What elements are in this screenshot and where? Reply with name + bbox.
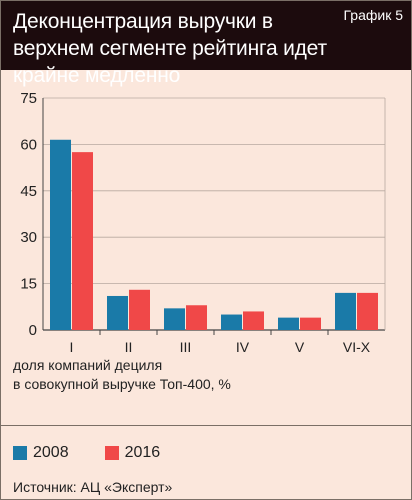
gridlines <box>42 97 386 331</box>
bar-2016-IV <box>243 311 264 330</box>
divider <box>1 425 411 426</box>
x-tick-label: III <box>180 339 192 355</box>
bar-2016-I <box>72 152 93 330</box>
bar-2008-II <box>107 295 128 330</box>
bar-2008-V <box>278 317 299 330</box>
chart-number-tag: График 5 <box>343 7 403 23</box>
legend: 2008 2016 <box>13 444 196 462</box>
source-note: Источник: АЦ «Эксперт» <box>13 479 173 495</box>
x-tick-label: V <box>295 339 305 355</box>
bar-2008-III <box>164 308 185 330</box>
bar-2016-V <box>300 317 321 330</box>
legend-label-2008: 2008 <box>33 444 69 461</box>
bar-2008-I <box>50 139 71 330</box>
y-axis-note-line-1: доля компаний дециля <box>13 357 163 373</box>
y-axis-ticks: 0 15 30 45 60 75 <box>20 90 37 339</box>
x-axis-ticks: I II III IV V VI-X <box>70 330 371 355</box>
chart-title: Деконцентрация выручки в верхнем сегмент… <box>13 10 327 87</box>
y-tick-label: 45 <box>20 183 37 200</box>
y-axis-note-line-2: в совокупной выручке Топ-400, % <box>13 376 231 392</box>
y-axis-note: доля компаний дециля в совокупной выручк… <box>13 356 231 394</box>
chart-header: Деконцентрация выручки в верхнем сегмент… <box>1 1 411 87</box>
bar-2016-II <box>129 289 150 330</box>
bars <box>50 139 378 330</box>
x-tick-label: I <box>70 339 74 355</box>
legend-swatch-2016 <box>104 446 119 460</box>
y-tick-label: 30 <box>20 229 37 246</box>
legend-swatch-2008 <box>13 446 27 460</box>
x-tick-label: II <box>125 339 133 355</box>
bar-2016-VI-X <box>357 292 378 330</box>
legend-item-2016: 2016 <box>104 444 161 462</box>
y-tick-label: 60 <box>20 136 37 153</box>
x-tick-label: VI-X <box>343 339 371 355</box>
y-tick-label: 75 <box>20 90 37 107</box>
y-tick-label: 0 <box>29 322 37 339</box>
x-tick-label: IV <box>236 339 250 355</box>
bar-2008-IV <box>221 314 242 330</box>
bar-2016-III <box>186 305 207 330</box>
legend-label-2016: 2016 <box>124 444 161 461</box>
y-tick-label: 15 <box>20 276 37 293</box>
bar-2008-VI-X <box>335 292 356 330</box>
legend-item-2008: 2008 <box>13 444 69 462</box>
